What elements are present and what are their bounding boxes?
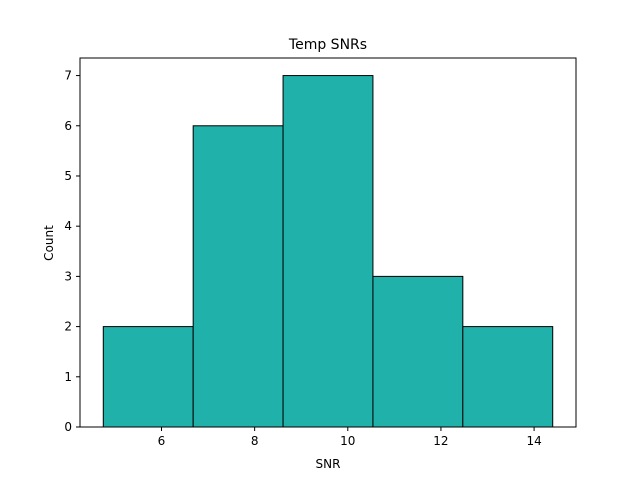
y-tick-label: 0 xyxy=(64,420,72,434)
x-tick-label: 10 xyxy=(340,434,355,448)
bars-group xyxy=(102,75,554,428)
chart-title: Temp SNRs xyxy=(288,37,367,53)
x-tick-label: 14 xyxy=(526,434,541,448)
x-tick-label: 6 xyxy=(158,434,166,448)
y-axis-ticks: 0 1 2 3 4 5 6 7 xyxy=(64,69,80,434)
histogram-bar-4 xyxy=(462,326,554,428)
y-tick-label: 2 xyxy=(64,320,72,334)
histogram-bar-3 xyxy=(372,275,464,428)
y-tick-label: 7 xyxy=(64,69,72,83)
histogram-bar-2 xyxy=(282,75,374,428)
y-axis-label: Count xyxy=(42,225,56,261)
y-tick-label: 6 xyxy=(64,119,72,133)
x-tick-label: 12 xyxy=(433,434,448,448)
y-tick-label: 4 xyxy=(64,219,72,233)
x-axis-label: SNR xyxy=(316,457,341,471)
y-tick-label: 5 xyxy=(64,169,72,183)
x-tick-label: 8 xyxy=(251,434,259,448)
plot-frame xyxy=(79,57,577,428)
histogram-bar-1 xyxy=(192,125,284,428)
histogram-bar-0 xyxy=(102,326,194,428)
y-tick-label: 3 xyxy=(64,269,72,283)
x-axis-ticks: 6 8 10 12 14 xyxy=(158,427,542,448)
y-tick-label: 1 xyxy=(64,370,72,384)
